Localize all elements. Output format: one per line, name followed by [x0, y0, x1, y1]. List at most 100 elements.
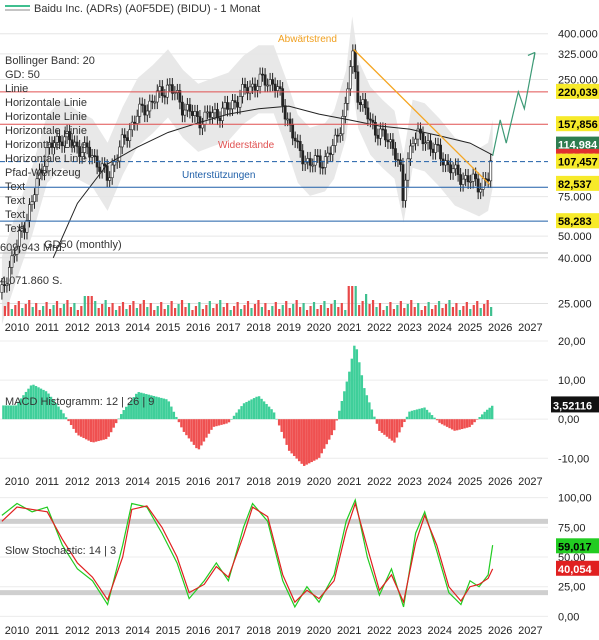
candle-body	[223, 102, 227, 109]
volume-bar	[337, 307, 340, 316]
candle-body	[191, 111, 194, 116]
macd-histogram-bar	[69, 419, 73, 426]
volume-bar	[302, 303, 305, 316]
macd-histogram-bar	[64, 417, 68, 420]
volume-bar	[45, 302, 48, 316]
candle-body	[346, 88, 350, 104]
candle-body	[333, 134, 337, 146]
volume-bar	[66, 300, 69, 316]
candle-body	[253, 83, 257, 91]
candle-body	[263, 74, 267, 86]
candle-body	[276, 86, 280, 91]
macd-plot-bg	[0, 341, 548, 470]
projection-arrow-icon	[527, 51, 536, 60]
candle-body	[361, 99, 365, 106]
candle-body	[85, 142, 89, 148]
macd-histogram-bar	[245, 401, 248, 420]
volume-bar	[430, 309, 434, 316]
macd-histogram-bar	[107, 419, 110, 437]
candle-body	[343, 103, 347, 117]
volume-bar	[21, 308, 24, 316]
volume-bar	[444, 304, 448, 316]
volume-bar	[368, 304, 371, 316]
volume-bar	[309, 306, 312, 316]
macd-histogram-bar	[27, 388, 30, 420]
macd-histogram-bar	[62, 413, 65, 420]
macd-histogram-bar	[205, 419, 208, 438]
overlay-labels: Bollinger Band: 20 GD: 50 Linie Horizontale…	[5, 55, 95, 235]
macd-histogram-bar	[102, 419, 105, 440]
x-tick-label: 2017	[216, 476, 240, 488]
volume-bar	[274, 302, 277, 316]
candle-body	[150, 100, 154, 103]
candle-body	[291, 124, 295, 139]
stochastic-value-tag	[556, 538, 599, 554]
macd-histogram-bar	[325, 419, 328, 445]
macd-histogram-bar	[14, 405, 18, 420]
macd-histogram-bar	[225, 419, 228, 424]
volume-bar	[399, 301, 402, 316]
macd-histogram-bar	[363, 388, 366, 420]
x-tick-label: 2020	[307, 322, 331, 334]
price-value-tag-label: 58,283	[558, 216, 592, 228]
candle-body	[471, 173, 475, 182]
stochastic-line	[1, 501, 494, 605]
macd-title: MACD Histogramm: 12 | 26 | 9	[5, 396, 154, 408]
volume-bar	[219, 300, 222, 316]
macd-histogram-bar	[443, 419, 446, 426]
price-value-tag-label: 114,984	[558, 140, 598, 152]
macd-y-tick-label: 10,00	[558, 375, 586, 387]
macd-histogram-bar	[175, 416, 178, 420]
candle-body	[231, 100, 234, 110]
indicator-label: GD: 50	[5, 69, 40, 81]
volume-bar	[111, 303, 114, 316]
x-tick-label: 2023	[397, 322, 421, 334]
macd-histogram-bar	[222, 419, 226, 425]
x-tick-label: 2010	[5, 476, 29, 488]
macd-histogram-bar	[215, 419, 218, 427]
macd-histogram-bar	[338, 410, 341, 420]
candle-body	[331, 145, 335, 155]
macd-histogram-bar	[44, 391, 48, 420]
volume-bar	[104, 300, 107, 316]
candle-body	[206, 111, 209, 114]
x-tick-label: 2026	[488, 476, 512, 488]
candle-body	[351, 50, 355, 68]
candle-body	[178, 90, 182, 103]
macd-histogram-bar	[343, 391, 346, 420]
x-tick-label: 2013	[95, 322, 119, 334]
volume-bar	[160, 302, 163, 316]
candle-body	[444, 160, 447, 166]
indicator-label: Text	[5, 181, 25, 193]
volume-bar	[417, 303, 420, 316]
macd-histogram-bar	[72, 419, 75, 429]
macd-histogram-bar	[458, 419, 461, 430]
candle-body	[33, 194, 36, 203]
candle-body	[233, 100, 237, 103]
indicator-label: Horizontale Linie	[5, 125, 87, 137]
bollinger-band	[1, 16, 493, 325]
volume-bar	[201, 309, 204, 316]
candle-body	[103, 163, 107, 167]
candle-body	[170, 84, 174, 94]
volume-bar	[80, 306, 83, 316]
candle-body	[266, 84, 269, 87]
macd-histogram-bar	[89, 419, 93, 442]
macd-histogram-bar	[210, 419, 213, 430]
volume-bar	[333, 300, 336, 316]
price-value-tag	[556, 83, 599, 99]
candle-body	[353, 50, 357, 73]
volume-bar	[229, 310, 232, 316]
chart-title: Baidu Inc. (ADRs) (A0F5DE) (BIDU) - 1 Mo…	[34, 3, 260, 15]
candle-body	[38, 169, 41, 180]
candle-body	[15, 245, 19, 255]
macd-histogram-bar	[197, 419, 201, 450]
candle-body	[158, 86, 162, 92]
volume-bar	[490, 307, 493, 316]
x-tick-label: 2021	[337, 625, 361, 637]
volume-bar	[375, 307, 378, 316]
volume-bar	[424, 306, 427, 316]
macd-histogram-bar	[217, 419, 221, 426]
macd-histogram-bar	[112, 419, 115, 428]
candle-body	[18, 230, 21, 247]
